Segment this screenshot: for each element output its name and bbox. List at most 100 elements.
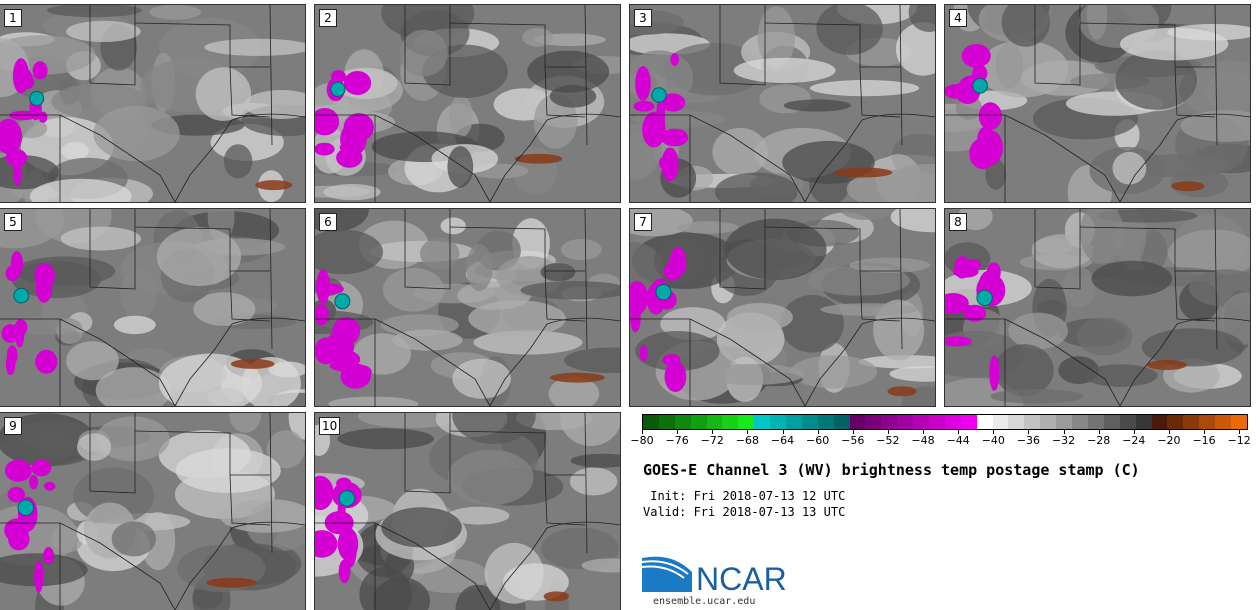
colorbar-tick	[852, 430, 854, 434]
colorbar-tick	[1098, 430, 1100, 434]
colorbar-tick	[887, 430, 889, 434]
colorbar-segment	[738, 415, 755, 429]
colorbar-ticks: −80 −76 −72 −68 −64 −60 −56 −52 −48 −44 −40 −36 −32−…	[630, 430, 1251, 450]
colorbar-segment	[1024, 415, 1041, 429]
colorbar-segment	[754, 415, 771, 429]
panel-label: 6	[319, 213, 337, 231]
colorbar-segment	[690, 415, 707, 429]
colorbar-segment	[1008, 415, 1025, 429]
colorbar-tick-label: −56	[841, 434, 865, 447]
colorbar-segment	[643, 415, 659, 429]
panel-label: 8	[949, 213, 967, 231]
colorbar-tick-label: −52	[876, 434, 900, 447]
colorbar-tick	[712, 430, 714, 434]
colorbar-tick-label: −68	[735, 434, 759, 447]
panel-label: 10	[319, 417, 341, 435]
postage-stamp-panel: 1	[0, 4, 306, 203]
colorbar-tick	[1028, 430, 1030, 434]
colorbar-segment	[1072, 415, 1088, 429]
colorbar-segment	[1103, 415, 1120, 429]
colorbar-segment	[770, 415, 787, 429]
colorbar-segment	[897, 415, 914, 429]
colorbar-tick	[1133, 430, 1135, 434]
colorbar-tick-label: −60	[806, 434, 830, 447]
colorbar-segment	[1230, 415, 1247, 429]
colorbar-tick-label: −20	[1157, 434, 1181, 447]
panel-label: 2	[319, 9, 337, 27]
colorbar-segment	[865, 415, 882, 429]
colorbar-segment	[1199, 415, 1216, 429]
colorbar-segment	[1215, 415, 1231, 429]
colorbar-tick	[782, 430, 784, 434]
colorbar-segment	[1183, 415, 1200, 429]
ncar-wordmark: NCAR	[696, 561, 787, 597]
colorbar-tick-label: −32	[1051, 434, 1076, 447]
colorbar-tick-label: −28	[1087, 434, 1111, 447]
postage-stamp-panel: 8	[944, 208, 1251, 407]
colorbar-segment	[992, 415, 1009, 429]
colorbar-tick-label: −36	[1016, 434, 1041, 447]
colorbar-tick	[1168, 430, 1170, 434]
postage-stamp-panel: 2	[314, 4, 621, 203]
colorbar-tick	[958, 430, 960, 434]
colorbar-segment	[817, 415, 834, 429]
colorbar-tick-label: −24	[1122, 434, 1146, 447]
colorbar-tick-label: −76	[665, 434, 689, 447]
colorbar-segment	[1119, 415, 1136, 429]
postage-stamp-panel: 4	[944, 4, 1251, 203]
colorbar-segment	[1056, 415, 1073, 429]
colorbar-tick	[993, 430, 995, 434]
ncar-logo: NCAR	[642, 556, 787, 597]
colorbar-segment	[1151, 415, 1168, 429]
colorbar-tick	[642, 430, 643, 434]
colorbar-tick	[817, 430, 819, 434]
colorbar-segment	[801, 415, 818, 429]
colorbar-tick-label: −72	[700, 434, 724, 447]
colorbar-tick-label: −16	[1192, 434, 1216, 447]
postage-stamp-panel: 9	[0, 412, 306, 610]
figure-title: GOES-E Channel 3 (WV) brightness temp po…	[643, 461, 1140, 479]
colorbar-segment	[960, 415, 977, 429]
colorbar-tick-label: −48	[911, 434, 935, 447]
colorbar-tick	[1063, 430, 1065, 434]
panel-label: 3	[634, 9, 652, 27]
colorbar-tick	[923, 430, 925, 434]
postage-stamp-panel: 6	[314, 208, 621, 407]
panel-label: 1	[4, 9, 22, 27]
colorbar-segment	[674, 415, 691, 429]
colorbar-tick-label: −64	[770, 434, 795, 447]
colorbar-segment	[1135, 415, 1152, 429]
logo-url: ensemble.ucar.edu	[653, 596, 756, 607]
colorbar-segment	[976, 415, 993, 429]
valid-time: Valid: Fri 2018-07-13 13 UTC	[643, 505, 846, 519]
panel-label: 5	[4, 213, 22, 231]
colorbar-tick	[1204, 430, 1206, 434]
panel-label: 9	[4, 417, 22, 435]
panel-label: 7	[634, 213, 652, 231]
colorbar-segment	[849, 415, 866, 429]
colorbar-segment	[944, 415, 961, 429]
colorbar-tick-label: −12	[1227, 434, 1251, 447]
colorbar-segment	[913, 415, 930, 429]
colorbar-tick	[747, 430, 749, 434]
postage-stamp-panel: 5	[0, 208, 306, 407]
colorbar-segment	[706, 415, 723, 429]
colorbar	[642, 414, 1248, 430]
postage-stamp-panel: 10	[314, 412, 621, 610]
colorbar-tick-label: −40	[981, 434, 1005, 447]
init-time: Init: Fri 2018-07-13 12 UTC	[643, 489, 846, 503]
colorbar-segment	[1040, 415, 1057, 429]
colorbar-tick-label: −44	[946, 434, 970, 447]
colorbar-segment	[881, 415, 898, 429]
postage-stamp-panel: 3	[629, 4, 936, 203]
colorbar-tick	[1239, 430, 1241, 434]
postage-stamp-panel: 7	[629, 208, 936, 407]
colorbar-segment	[722, 415, 739, 429]
colorbar-segment	[833, 415, 850, 429]
panel-label: 4	[949, 9, 967, 27]
colorbar-segment	[929, 415, 945, 429]
colorbar-segment	[786, 415, 802, 429]
colorbar-tick-label: −80	[630, 434, 654, 447]
colorbar-segment	[1167, 415, 1184, 429]
colorbar-tick	[677, 430, 679, 434]
